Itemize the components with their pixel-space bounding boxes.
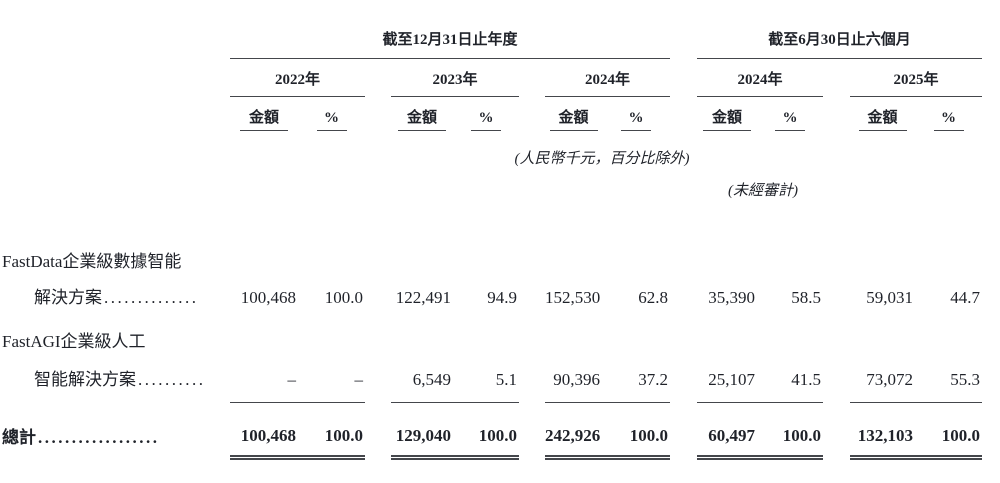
total-percent-cell: 100.0 (453, 402, 519, 460)
total-percent-cell: 100.0 (298, 402, 365, 460)
table-row: FastData企業級數據智能 (0, 243, 982, 272)
row-label-text: 智能解決方案 (34, 370, 136, 389)
year-header-2023: 2023年 (391, 58, 519, 97)
total-row: 總計.................. 100,468 100.0 129,0… (0, 402, 983, 460)
percent-cell: 44.7 (950, 288, 981, 307)
percent-column-header: % (453, 96, 519, 131)
percent-cell: 94.9 (487, 288, 517, 307)
percent-cell: 58.5 (791, 288, 822, 307)
row-label-line1: FastAGI企業級人工 (2, 332, 146, 351)
percent-cell: 37.2 (602, 352, 671, 403)
percent-header-label: % (316, 110, 347, 131)
units-note: (人民幣千元，百分比除外) (514, 151, 690, 167)
year-header-2025-interim: 2025年 (850, 58, 983, 97)
amount-cell: 59,031 (866, 288, 914, 307)
amount-column-header: 金額 (850, 96, 915, 131)
amount-cell: 6,549 (391, 352, 453, 403)
amount-column-header: 金額 (545, 96, 602, 131)
amount-cell: – (230, 352, 298, 403)
amount-header-label: 金額 (398, 106, 446, 131)
percent-column-header: % (757, 96, 823, 131)
dot-leader: .................. (38, 428, 160, 447)
amount-cell: 35,390 (708, 288, 756, 307)
column-header-row: 金額 % 金額 % 金額 % 金額 % 金額 % (0, 96, 982, 131)
unaudited-note: (未經審計) (728, 183, 798, 199)
section-gap (670, 0, 697, 58)
revenue-breakdown-table: 截至12月31日止年度 截至6月30日止六個月 2022年 2023年 2024… (0, 0, 983, 460)
percent-column-header: % (298, 96, 365, 131)
table-row: 解決方案.............. 100,468 100.0 122,491… (0, 272, 982, 314)
amount-header-label: 金額 (858, 106, 907, 131)
percent-cell: 100.0 (324, 288, 363, 307)
year-header-2024: 2024年 (545, 58, 671, 97)
section-header-interim: 截至6月30日止六個月 (697, 0, 983, 59)
total-percent-cell: 100.0 (915, 402, 983, 460)
amount-header-label: 金額 (549, 106, 598, 131)
percent-header-label: % (471, 110, 501, 131)
row-label-line1: FastData企業級數據智能 (2, 252, 182, 271)
total-label-text: 總計 (2, 428, 36, 447)
amount-cell: 152,530 (545, 288, 601, 307)
total-amount-cell: 60,497 (697, 402, 758, 460)
row-label-line2: 智能解決方案.......... (0, 352, 230, 402)
percent-cell: – (298, 352, 365, 403)
amount-cell: 100,468 (240, 288, 296, 307)
percent-header-label: % (775, 110, 806, 131)
total-percent-cell: 100.0 (602, 402, 671, 460)
percent-column-header: % (915, 96, 982, 131)
row-label-text: 解決方案 (34, 288, 102, 307)
amount-cell: 90,396 (545, 352, 602, 403)
percent-column-header: % (602, 96, 670, 131)
year-header-row: 2022年 2023年 2024年 2024年 2025年 (0, 58, 983, 97)
amount-cell: 73,072 (850, 352, 916, 403)
table-row: 智能解決方案.......... – – 6,549 5.1 90,396 37… (0, 352, 983, 403)
percent-cell: 5.1 (453, 352, 519, 403)
dot-leader: .......... (138, 370, 206, 389)
total-percent-cell: 100.0 (757, 402, 824, 460)
percent-cell: 41.5 (757, 352, 824, 403)
section-header-annual: 截至12月31日止年度 (230, 0, 671, 59)
year-header-2022: 2022年 (230, 58, 365, 97)
total-amount-cell: 100,468 (230, 402, 298, 460)
percent-cell: 62.8 (638, 288, 669, 307)
section-header-row: 截至12月31日止年度 截至6月30日止六個月 (0, 0, 983, 59)
year-header-2024-interim: 2024年 (697, 58, 824, 97)
percent-cell: 55.3 (915, 352, 983, 403)
table-row: FastAGI企業級人工 (0, 314, 982, 352)
total-amount-cell: 132,103 (850, 402, 916, 460)
percent-header-label: % (933, 110, 964, 131)
amount-cell: 122,491 (395, 288, 451, 307)
percent-header-label: % (621, 110, 651, 131)
label-column-spacer (0, 0, 230, 58)
amount-header-label: 金額 (703, 106, 752, 131)
amount-column-header: 金額 (391, 96, 453, 131)
total-amount-cell: 129,040 (391, 402, 453, 460)
row-label-line2: 解決方案.............. (0, 272, 230, 314)
total-amount-cell: 242,926 (545, 402, 602, 460)
notes-spacer-row (0, 131, 982, 243)
amount-header-label: 金額 (240, 106, 288, 131)
amount-column-header: 金額 (230, 96, 298, 131)
dot-leader: .............. (104, 288, 199, 307)
total-label: 總計.................. (0, 402, 230, 457)
amount-column-header: 金額 (697, 96, 757, 131)
amount-cell: 25,107 (697, 352, 758, 403)
